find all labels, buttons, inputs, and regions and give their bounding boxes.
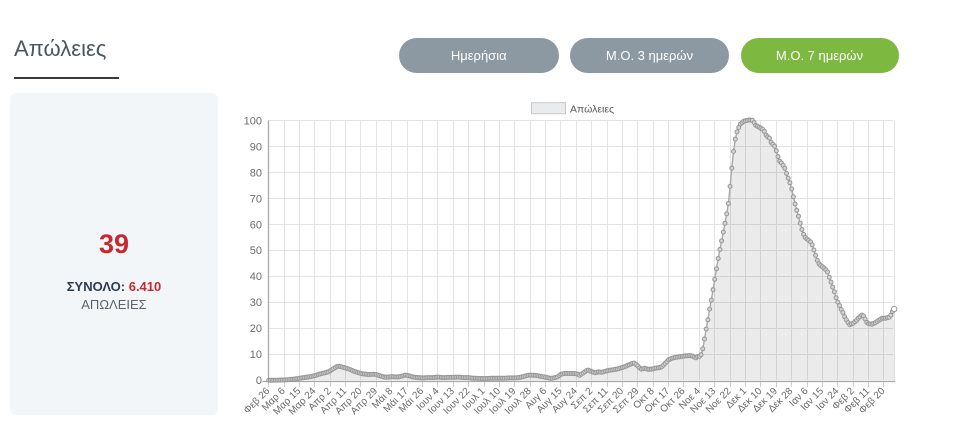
svg-text:20: 20 — [250, 323, 262, 335]
svg-text:Απώλειες: Απώλειες — [570, 104, 614, 116]
svg-text:10: 10 — [250, 349, 262, 361]
svg-text:80: 80 — [250, 167, 262, 179]
svg-text:40: 40 — [250, 271, 262, 283]
svg-text:0: 0 — [256, 375, 262, 387]
svg-text:90: 90 — [250, 141, 262, 153]
svg-text:100: 100 — [244, 116, 262, 128]
svg-text:50: 50 — [250, 245, 262, 257]
svg-text:60: 60 — [250, 219, 262, 231]
svg-text:70: 70 — [250, 193, 262, 205]
svg-text:30: 30 — [250, 297, 262, 309]
